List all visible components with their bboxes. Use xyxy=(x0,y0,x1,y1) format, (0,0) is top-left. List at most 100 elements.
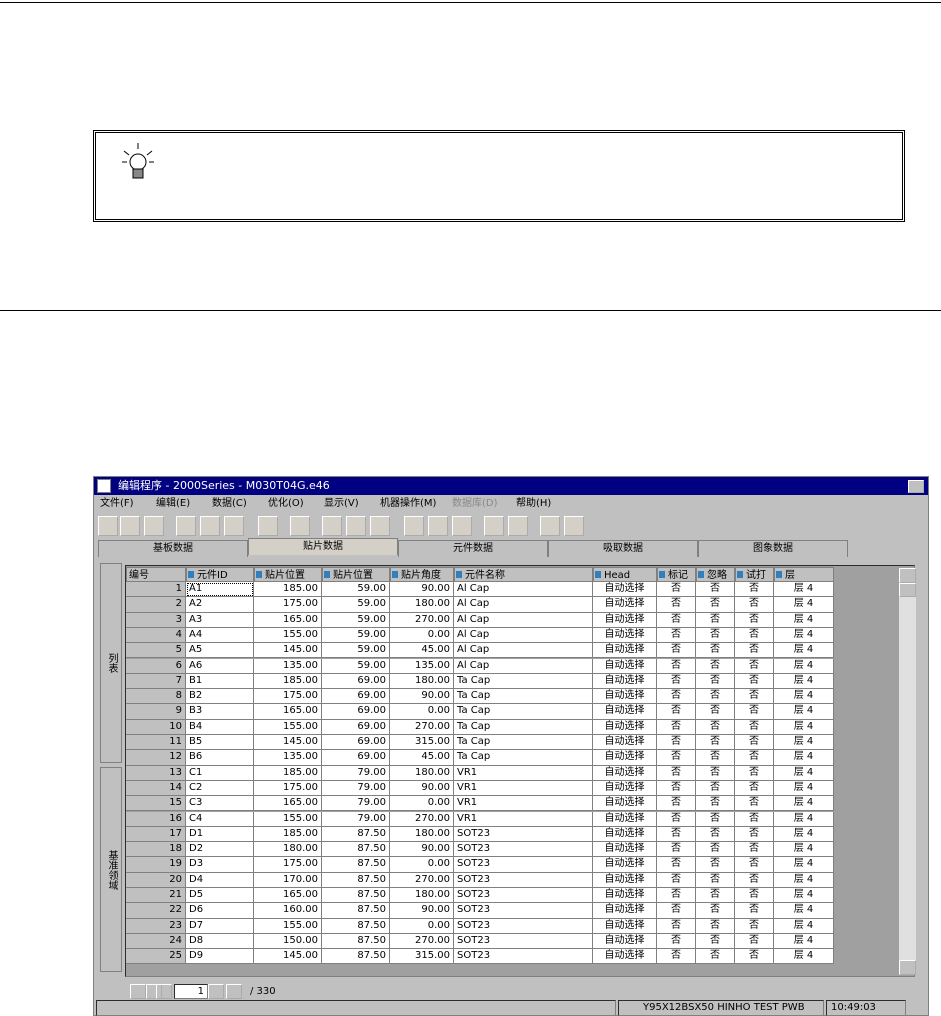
cell: A2 xyxy=(186,597,254,613)
tab[interactable]: 贴片数据 xyxy=(248,538,398,555)
cell: 59.00 xyxy=(322,612,390,628)
pager-button[interactable] xyxy=(208,984,224,999)
close-button[interactable] xyxy=(908,480,924,493)
cell: D7 xyxy=(186,918,254,934)
scroll-thumb[interactable] xyxy=(899,583,916,597)
tab[interactable]: 基板数据 xyxy=(98,540,248,557)
side-tab[interactable]: 基准领域 xyxy=(100,767,122,972)
cell: C1 xyxy=(186,765,254,781)
cell: 否 xyxy=(696,612,735,628)
cell: 270.00 xyxy=(390,872,454,888)
toolbar-button[interactable] xyxy=(120,516,140,536)
cell: 否 xyxy=(735,872,774,888)
toolbar-button[interactable] xyxy=(224,516,244,536)
cell: 否 xyxy=(735,826,774,843)
pager-button[interactable] xyxy=(226,984,242,999)
toolbar-button[interactable] xyxy=(98,516,118,536)
scroll-down[interactable] xyxy=(899,960,916,975)
window-title: 编辑程序 - 2000Series - M030T04G.e46 xyxy=(118,479,330,492)
toolbar-button[interactable] xyxy=(484,516,504,536)
cell: 否 xyxy=(696,903,735,919)
pager-button[interactable] xyxy=(156,984,172,999)
menu-item[interactable]: 编辑(E) xyxy=(156,498,191,509)
tab[interactable]: 元件数据 xyxy=(398,540,548,557)
toolbar-button[interactable] xyxy=(404,516,424,536)
column-header[interactable]: 忽略 xyxy=(696,567,735,582)
cell: 69.00 xyxy=(322,735,390,751)
menu-item[interactable]: 数据(C) xyxy=(212,498,247,509)
toolbar-button[interactable] xyxy=(200,516,220,536)
toolbar-button[interactable] xyxy=(540,516,560,536)
toolbar-button[interactable] xyxy=(176,516,196,536)
cell: 165.00 xyxy=(254,704,322,720)
cell: Al Cap xyxy=(454,612,593,628)
menu-item[interactable]: 机器操作(M) xyxy=(380,498,437,509)
column-header[interactable]: 编号 xyxy=(126,567,186,582)
cell: 否 xyxy=(735,857,774,873)
cell: 否 xyxy=(696,582,735,598)
cell: 315.00 xyxy=(390,735,454,751)
pager-button[interactable] xyxy=(130,984,146,999)
cell: 165.00 xyxy=(254,796,322,812)
column-header[interactable]: 元件名称 xyxy=(454,567,593,582)
toolbar-button[interactable] xyxy=(564,516,584,536)
cell: 185.00 xyxy=(254,826,322,843)
sort-icon xyxy=(392,571,398,578)
cell: 否 xyxy=(735,719,774,735)
cell: 69.00 xyxy=(322,719,390,735)
cell: D5 xyxy=(186,888,254,904)
cell: 135.00 xyxy=(390,658,454,674)
cell: 0.00 xyxy=(390,704,454,720)
column-header[interactable]: 试打 xyxy=(735,567,774,582)
toolbar-button[interactable] xyxy=(428,516,448,536)
menu-item[interactable]: 显示(V) xyxy=(324,498,359,509)
toolbar-button[interactable] xyxy=(258,516,278,536)
tab[interactable]: 图象数据 xyxy=(698,540,848,557)
menu-item[interactable]: 数据库(D) xyxy=(452,498,498,509)
cell: Al Cap xyxy=(454,582,593,598)
row-number: 17 xyxy=(126,826,186,843)
cell: 否 xyxy=(657,842,696,858)
cell: VR1 xyxy=(454,765,593,781)
page-input[interactable]: 1 xyxy=(174,984,208,999)
toolbar-button[interactable] xyxy=(452,516,472,536)
row-number: 1 xyxy=(126,582,186,598)
column-header[interactable]: 贴片角度 xyxy=(390,567,454,582)
scroll-up[interactable] xyxy=(899,568,916,583)
cell: 否 xyxy=(657,597,696,613)
cell: 自动选择 xyxy=(593,765,657,781)
tab[interactable]: 吸取数据 xyxy=(548,540,698,557)
toolbar-button[interactable] xyxy=(346,516,366,536)
toolbar-button[interactable] xyxy=(370,516,390,536)
app-window: 编辑程序 - 2000Series - M030T04G.e46 文件(F) 编辑(… xyxy=(93,476,929,1016)
cell: 315.00 xyxy=(390,949,454,965)
toolbar-button[interactable] xyxy=(508,516,528,536)
cell: 否 xyxy=(696,689,735,705)
cell: 否 xyxy=(696,872,735,888)
cell: 87.50 xyxy=(322,826,390,843)
menu-item[interactable]: 文件(F) xyxy=(100,498,134,509)
column-header[interactable]: 元件ID xyxy=(186,567,254,582)
menu-item[interactable]: 帮助(H) xyxy=(516,498,552,509)
side-tab[interactable]: 列表 xyxy=(100,563,122,763)
toolbar-button[interactable] xyxy=(322,516,342,536)
cell: 层 4 xyxy=(774,933,834,950)
pager-button[interactable] xyxy=(146,984,162,999)
menu-item[interactable]: 优化(O) xyxy=(268,498,304,509)
cell: 否 xyxy=(657,826,696,843)
cell: 自动选择 xyxy=(593,673,657,690)
column-header[interactable]: 贴片位置 xyxy=(322,567,390,582)
column-header[interactable]: Head xyxy=(593,567,657,582)
cell: 69.00 xyxy=(322,689,390,705)
column-header[interactable]: 层 xyxy=(774,567,834,582)
cell: SOT23 xyxy=(454,872,593,888)
column-header[interactable]: 贴片位置 xyxy=(254,567,322,582)
toolbar-button[interactable] xyxy=(290,516,310,536)
cell: 否 xyxy=(657,704,696,720)
cell: C3 xyxy=(186,796,254,812)
cell: 否 xyxy=(696,780,735,797)
column-header[interactable]: 标记 xyxy=(657,567,696,582)
app-icon xyxy=(97,479,111,493)
toolbar-button[interactable] xyxy=(144,516,164,536)
cell: 否 xyxy=(696,842,735,858)
